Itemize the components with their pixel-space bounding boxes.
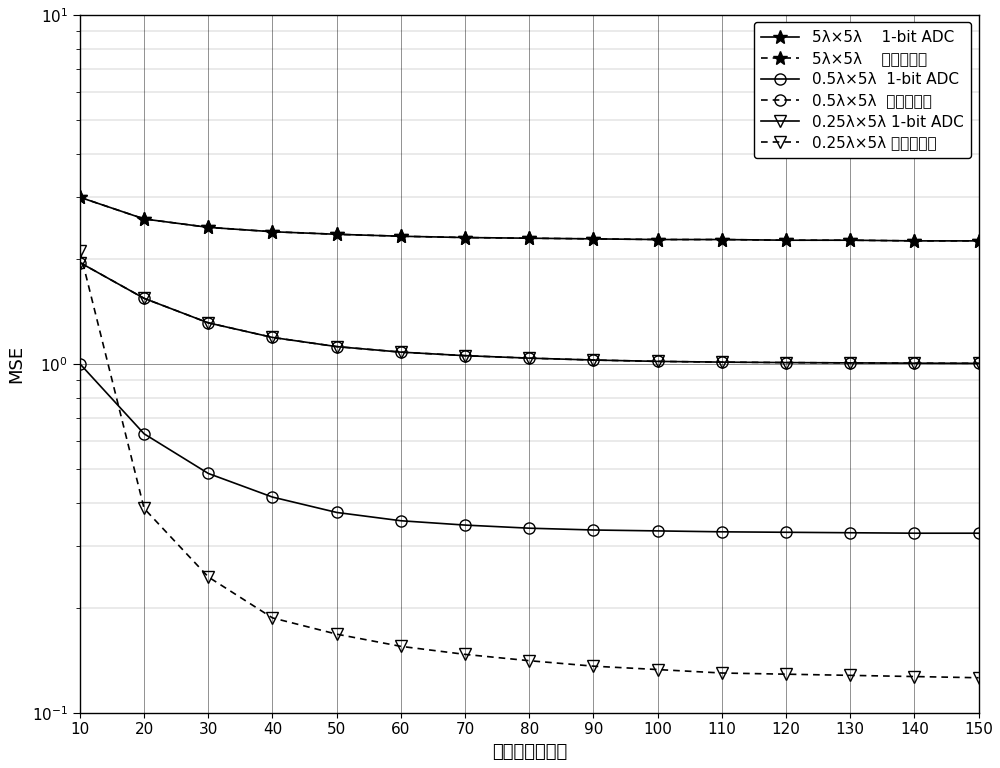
5λ×5λ    1-bit ADC: [138, 214, 150, 223]
0.5λ×5λ  自适应阀値: [395, 347, 407, 356]
0.5λ×5λ  自适应阀値: [780, 358, 792, 367]
0.5λ×5λ  1-bit ADC: [395, 516, 407, 525]
0.25λ×5λ 1-bit ADC: [331, 342, 343, 351]
0.25λ×5λ 1-bit ADC: [459, 351, 471, 360]
Line: 0.25λ×5λ 1-bit ADC: 0.25λ×5λ 1-bit ADC: [74, 257, 985, 369]
0.5λ×5λ  1-bit ADC: [587, 525, 599, 535]
0.5λ×5λ  1-bit ADC: [202, 468, 214, 478]
0.25λ×5λ 1-bit ADC: [523, 353, 535, 362]
0.5λ×5λ  自适应阀値: [266, 333, 278, 342]
0.25λ×5λ 自适应阀値: [395, 642, 407, 651]
0.25λ×5λ 自适应阀値: [202, 572, 214, 581]
0.25λ×5λ 1-bit ADC: [973, 359, 985, 368]
Line: 5λ×5λ    1-bit ADC: 5λ×5λ 1-bit ADC: [73, 190, 986, 248]
0.5λ×5λ  自适应阀値: [202, 318, 214, 327]
5λ×5λ    自适应阀値: [780, 236, 792, 245]
0.25λ×5λ 1-bit ADC: [395, 347, 407, 356]
0.5λ×5λ  自适应阀値: [908, 359, 920, 368]
5λ×5λ    自适应阀値: [266, 227, 278, 237]
5λ×5λ    1-bit ADC: [908, 237, 920, 246]
0.5λ×5λ  1-bit ADC: [459, 521, 471, 530]
5λ×5λ    1-bit ADC: [973, 237, 985, 246]
5λ×5λ    1-bit ADC: [523, 233, 535, 243]
5λ×5λ    自适应阀値: [395, 232, 407, 241]
Line: 0.5λ×5λ  自适应阀値: 0.5λ×5λ 自适应阀値: [74, 257, 984, 369]
5λ×5λ    1-bit ADC: [74, 193, 86, 202]
5λ×5λ    自适应阀値: [74, 193, 86, 202]
0.25λ×5λ 自适应阀値: [844, 670, 856, 680]
0.25λ×5λ 1-bit ADC: [202, 318, 214, 327]
0.5λ×5λ  1-bit ADC: [844, 528, 856, 538]
0.25λ×5λ 自适应阀値: [716, 668, 728, 677]
0.25λ×5λ 自适应阀値: [652, 665, 664, 674]
5λ×5λ    1-bit ADC: [459, 233, 471, 242]
5λ×5λ    1-bit ADC: [716, 235, 728, 244]
0.25λ×5λ 自适应阀値: [908, 672, 920, 681]
0.5λ×5λ  1-bit ADC: [780, 528, 792, 537]
0.25λ×5λ 1-bit ADC: [780, 358, 792, 367]
0.25λ×5λ 自适应阀値: [266, 614, 278, 623]
0.25λ×5λ 1-bit ADC: [652, 357, 664, 366]
X-axis label: 导频符号的长度: 导频符号的长度: [492, 743, 567, 761]
5λ×5λ    自适应阀値: [844, 236, 856, 245]
5λ×5λ    1-bit ADC: [844, 236, 856, 245]
5λ×5λ    自适应阀値: [716, 235, 728, 244]
0.5λ×5λ  自适应阀値: [138, 293, 150, 303]
Y-axis label: MSE: MSE: [7, 345, 25, 383]
5λ×5λ    自适应阀値: [973, 237, 985, 246]
Line: 0.25λ×5λ 自适应阀値: 0.25λ×5λ 自适应阀値: [74, 245, 985, 684]
0.5λ×5λ  自适应阀値: [652, 357, 664, 366]
0.25λ×5λ 自适应阀値: [523, 656, 535, 665]
5λ×5λ    1-bit ADC: [395, 232, 407, 241]
0.25λ×5λ 1-bit ADC: [844, 358, 856, 367]
0.5λ×5λ  1-bit ADC: [138, 429, 150, 439]
0.25λ×5λ 1-bit ADC: [716, 358, 728, 367]
Line: 0.5λ×5λ  1-bit ADC: 0.5λ×5λ 1-bit ADC: [74, 358, 984, 539]
0.5λ×5λ  1-bit ADC: [652, 526, 664, 535]
0.25λ×5λ 自适应阀値: [973, 673, 985, 682]
0.5λ×5λ  1-bit ADC: [908, 528, 920, 538]
5λ×5λ    1-bit ADC: [587, 234, 599, 243]
0.25λ×5λ 自适应阀値: [459, 650, 471, 659]
5λ×5λ    自适应阀値: [587, 234, 599, 243]
5λ×5λ    1-bit ADC: [780, 236, 792, 245]
0.5λ×5λ  自适应阀値: [973, 359, 985, 368]
5λ×5λ    自适应阀値: [652, 235, 664, 244]
0.25λ×5λ 1-bit ADC: [138, 293, 150, 303]
0.5λ×5λ  自适应阀値: [587, 356, 599, 365]
5λ×5λ    1-bit ADC: [331, 230, 343, 239]
0.25λ×5λ 自适应阀値: [587, 661, 599, 670]
5λ×5λ    自适应阀値: [459, 233, 471, 242]
0.5λ×5λ  1-bit ADC: [266, 492, 278, 502]
0.25λ×5λ 自适应阀値: [138, 504, 150, 513]
5λ×5λ    1-bit ADC: [266, 227, 278, 237]
0.5λ×5λ  自适应阀値: [716, 358, 728, 367]
0.25λ×5λ 1-bit ADC: [266, 333, 278, 342]
0.5λ×5λ  1-bit ADC: [331, 508, 343, 517]
0.5λ×5λ  自适应阀値: [523, 353, 535, 362]
0.5λ×5λ  自适应阀値: [74, 258, 86, 267]
Line: 5λ×5λ    自适应阀値: 5λ×5λ 自适应阀値: [73, 190, 986, 248]
0.25λ×5λ 1-bit ADC: [908, 359, 920, 368]
0.25λ×5λ 自适应阀値: [780, 670, 792, 679]
5λ×5λ    1-bit ADC: [202, 223, 214, 232]
0.25λ×5λ 1-bit ADC: [587, 356, 599, 365]
5λ×5λ    自适应阀値: [908, 237, 920, 246]
0.25λ×5λ 自适应阀値: [331, 630, 343, 639]
0.5λ×5λ  自适应阀値: [331, 342, 343, 351]
0.25λ×5λ 自适应阀値: [74, 247, 86, 256]
0.5λ×5λ  1-bit ADC: [74, 359, 86, 369]
0.5λ×5λ  自适应阀値: [844, 358, 856, 367]
0.5λ×5λ  1-bit ADC: [973, 528, 985, 538]
5λ×5λ    自适应阀値: [138, 214, 150, 223]
5λ×5λ    自适应阀値: [202, 223, 214, 232]
Legend: 5λ×5λ    1-bit ADC, 5λ×5λ    自适应阀値, 0.5λ×5λ  1-bit ADC, 0.5λ×5λ  自适应阀値, 0.25λ×5λ: 5λ×5λ 1-bit ADC, 5λ×5λ 自适应阀値, 0.5λ×5λ 1-…: [754, 22, 971, 158]
5λ×5λ    1-bit ADC: [652, 235, 664, 244]
0.5λ×5λ  1-bit ADC: [523, 524, 535, 533]
5λ×5λ    自适应阀値: [523, 233, 535, 243]
5λ×5λ    自适应阀値: [331, 230, 343, 239]
0.5λ×5λ  1-bit ADC: [716, 527, 728, 536]
0.5λ×5λ  自适应阀値: [459, 351, 471, 360]
0.25λ×5λ 1-bit ADC: [74, 258, 86, 267]
